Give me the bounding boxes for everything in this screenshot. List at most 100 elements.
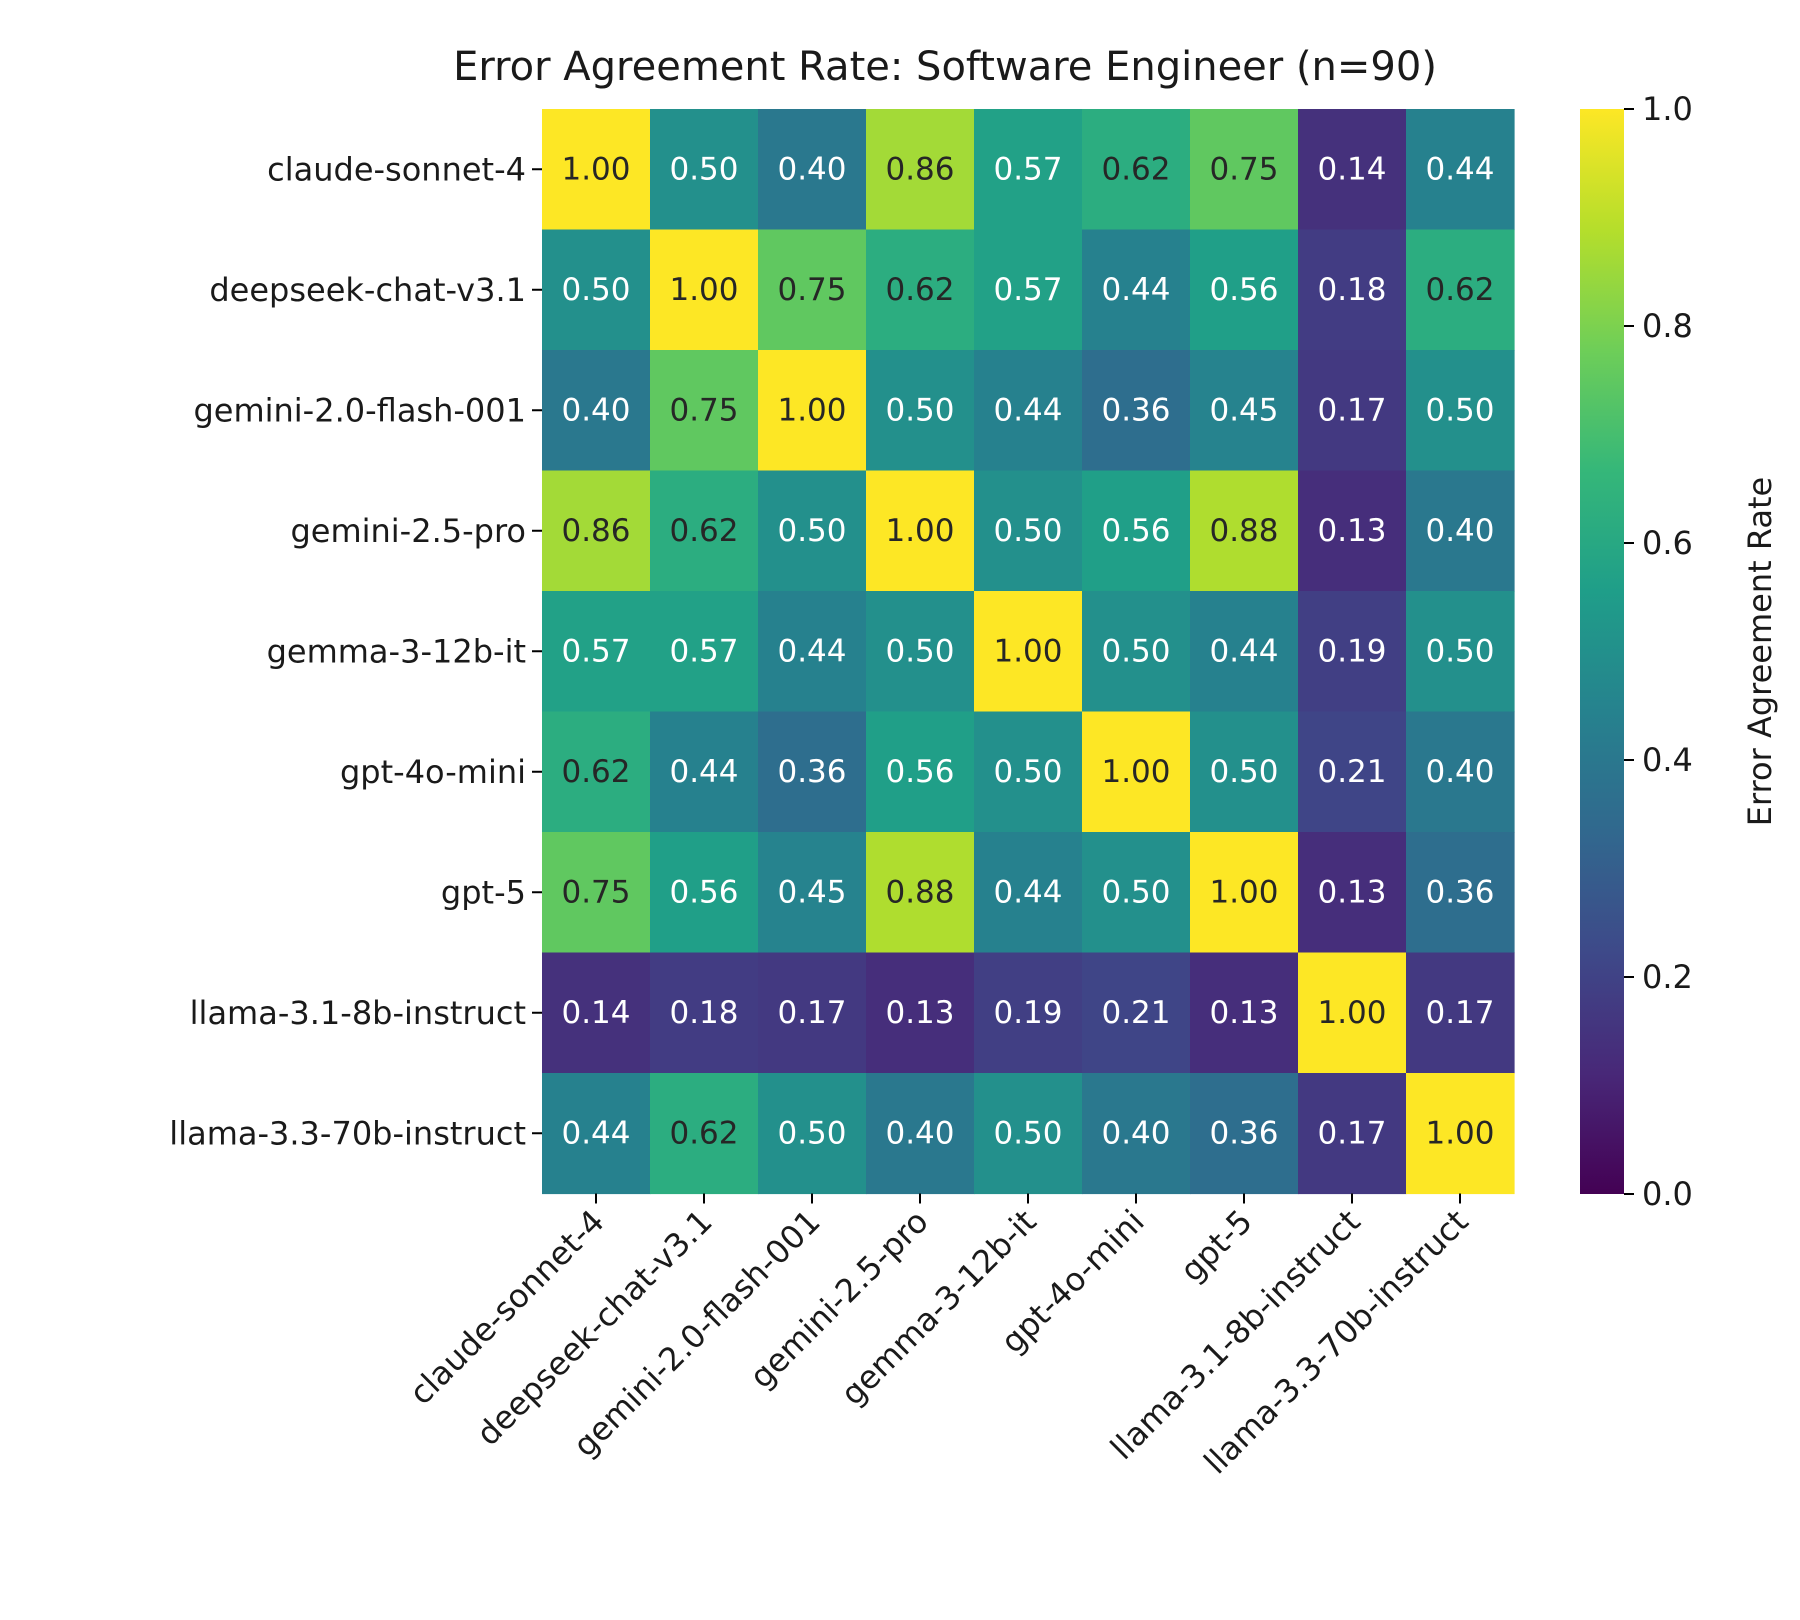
heatmap-cell [974,229,1083,351]
cell-value-label: 0.18 [1317,272,1386,308]
cell-value-label: 0.50 [1425,633,1494,669]
heatmap-cell [1190,1073,1299,1195]
cell-value-label: 0.44 [1101,272,1170,308]
cell-value-label: 0.62 [1101,151,1170,187]
colorbar-tick-label: 1.0 [1642,90,1693,128]
cell-value-label: 0.62 [885,272,954,308]
cell-value-label: 0.14 [1317,151,1386,187]
heatmap-cell [758,229,867,351]
heatmap-cell [974,470,1083,592]
cell-value-label: 0.44 [993,874,1062,910]
colorbar-label: Error Agreement Rate [1741,477,1779,826]
cell-value-label: 0.17 [1425,995,1494,1031]
heatmap-cell [758,109,867,231]
colorbar: 0.0 0.2 0.4 0.6 0.8 1.0 Error Agreement Rate [1580,90,1779,1213]
heatmap-cell [866,470,975,592]
cell-value-label: 0.86 [561,513,630,549]
heatmap-cell [758,832,867,954]
row-tick-label: gpt-5 [441,873,526,911]
heatmap-cell [1082,952,1191,1074]
colorbar-tick-label: 0.4 [1642,741,1693,779]
cell-value-label: 0.17 [1317,1115,1386,1151]
column-tick-label: claude-sonnet-4 [402,1202,612,1412]
cell-value-label: 0.44 [1425,151,1494,187]
heatmap-cell [1298,1073,1407,1195]
heatmap-cell [866,591,975,713]
heatmap-cell [1298,711,1407,833]
heatmap-cell [1406,832,1515,954]
colorbar-tick-label: 0.6 [1642,524,1693,562]
cell-value-label: 0.50 [885,392,954,428]
cell-value-label: 0.75 [1209,151,1278,187]
cell-value-label: 0.86 [885,151,954,187]
cell-value-label: 0.13 [1317,874,1386,910]
cell-value-label: 0.40 [1425,513,1494,549]
heatmap-cell [1298,229,1407,351]
column-tick-label: gpt-5 [1173,1202,1260,1289]
colorbar-tick-label: 0.2 [1642,958,1693,996]
heatmap-cell [758,952,867,1074]
heatmap-cell [650,711,759,833]
cell-value-label: 0.62 [561,754,630,790]
heatmap-cell [758,350,867,472]
heatmap-cell [1406,952,1515,1074]
cell-value-label: 0.62 [669,513,738,549]
heatmap-cell [1190,591,1299,713]
cell-value-label: 0.50 [993,754,1062,790]
cell-value-label: 0.17 [777,995,846,1031]
cell-value-label: 0.13 [1317,513,1386,549]
heatmap-cell [1190,470,1299,592]
row-tick-label: gpt-4o-mini [340,753,526,791]
heatmap-cell [866,952,975,1074]
cell-value-label: 1.00 [1209,874,1278,910]
cell-value-label: 0.13 [885,995,954,1031]
cell-value-label: 0.75 [777,272,846,308]
cell-value-label: 0.56 [1101,513,1170,549]
cell-value-label: 0.57 [669,633,738,669]
cell-value-label: 1.00 [1101,754,1170,790]
cell-value-label: 0.62 [1425,272,1494,308]
cell-value-label: 0.40 [777,151,846,187]
cell-value-label: 0.40 [885,1115,954,1151]
cell-value-label: 0.44 [777,633,846,669]
cell-value-label: 0.88 [1209,513,1278,549]
heatmap-cell [1082,591,1191,713]
colorbar-tick-label: 0.0 [1642,1175,1693,1213]
heatmap-cell [1406,1073,1515,1195]
cell-value-label: 0.17 [1317,392,1386,428]
heatmap-cell [542,470,651,592]
cell-value-label: 1.00 [777,392,846,428]
heatmap-cell [974,350,1083,472]
row-tick-label: gemini-2.0-flash-001 [193,391,526,429]
cell-value-label: 0.40 [1101,1115,1170,1151]
heatmap-cell [1298,591,1407,713]
cell-value-label: 0.50 [1101,874,1170,910]
cell-value-label: 0.57 [561,633,630,669]
chart-title: Error Agreement Rate: Software Engineer … [453,44,1437,90]
heatmap-cell [1190,229,1299,351]
cell-value-label: 0.56 [669,874,738,910]
cell-value-label: 0.50 [777,1115,846,1151]
heatmap-cell [542,229,651,351]
heatmap-cell [1082,109,1191,231]
cell-value-label: 0.13 [1209,995,1278,1031]
cell-value-label: 0.36 [1209,1115,1278,1151]
heatmap-cell [1406,109,1515,231]
heatmap-cell [1082,229,1191,351]
cell-value-label: 0.21 [1317,754,1386,790]
heatmap-cell [1082,711,1191,833]
cell-value-label: 0.50 [1425,392,1494,428]
heatmap-cell [866,711,975,833]
heatmap-cells: 1.00 0.50 0.40 0.86 0.57 0.62 0.75 0.14 0.44 0.50… [542,109,1515,1195]
heatmap-cell [866,109,975,231]
cell-value-label: 0.56 [885,754,954,790]
cell-value-label: 0.50 [885,633,954,669]
heatmap-cell [974,1073,1083,1195]
heatmap-cell [758,591,867,713]
row-tick-label: llama-3.3-70b-instruct [169,1114,526,1152]
heatmap-cell [1298,832,1407,954]
cell-value-label: 1.00 [669,272,738,308]
heatmap-cell [866,832,975,954]
heatmap-cell [758,711,867,833]
